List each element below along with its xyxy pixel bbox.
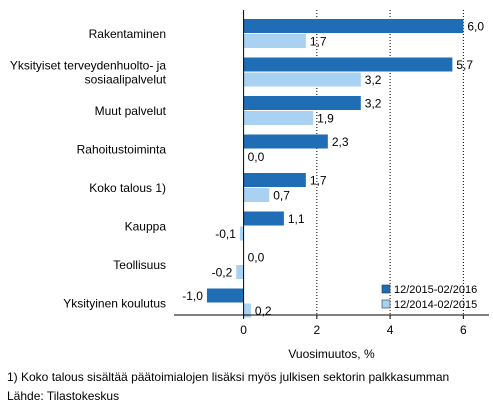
legend-label: 12/2014-02/2015	[394, 299, 477, 311]
bar-chart: 6,0 1,7 Rakentaminen 5,7 3,2 Yksityiset terve…	[10, 10, 489, 361]
legend-swatch	[381, 284, 391, 294]
data-label: 1,7	[310, 174, 327, 188]
category-label: Teollisuus	[113, 258, 166, 272]
category-label: Kauppa	[125, 220, 167, 234]
bar-current	[243, 96, 361, 110]
data-label: 1,1	[288, 212, 305, 226]
data-label: 0,2	[255, 304, 272, 318]
category-label: Koko talous 1)	[89, 181, 166, 195]
legend-label: 12/2015-02/2016	[394, 284, 477, 296]
bar-current	[243, 211, 284, 226]
bar-current	[243, 19, 464, 33]
bar-current	[243, 134, 328, 149]
bar-previous	[243, 72, 361, 87]
legend-swatch	[381, 299, 391, 309]
footnote: 1) Koko talous sisältää päätoimialojen l…	[7, 370, 450, 384]
category-label: Muut palvelut	[95, 104, 167, 118]
bar-current	[243, 173, 306, 187]
bar-previous	[243, 188, 270, 202]
bar-previous	[243, 303, 251, 318]
bar-current	[243, 57, 453, 72]
data-label: 0,0	[248, 150, 265, 164]
data-label: -0,2	[212, 266, 233, 280]
bar-previous	[243, 34, 306, 48]
x-tick-label: 0	[240, 323, 247, 337]
bar-current	[206, 288, 244, 303]
x-axis-label: Vuosimuutos, %	[288, 347, 375, 361]
category-label: sosiaalipalvelut	[85, 73, 167, 87]
data-label: -1,0	[182, 289, 203, 303]
source-note: Lähde: Tilastokeskus	[7, 389, 120, 403]
x-tick-label: 4	[387, 323, 394, 337]
data-label: -0,1	[215, 227, 236, 241]
data-label: 1,7	[310, 35, 327, 49]
category-label: Rakentaminen	[89, 27, 166, 41]
category-label: Yksityiset terveydenhuolto- ja	[10, 59, 166, 73]
data-label: 0,7	[273, 189, 290, 203]
data-label: 5,7	[456, 58, 473, 72]
data-label: 3,2	[365, 73, 382, 87]
x-tick-label: 6	[460, 323, 467, 337]
data-label: 0,0	[248, 251, 265, 265]
data-label: 6,0	[467, 20, 484, 34]
bar-previous	[243, 111, 314, 125]
category-label: Rahoitustoiminta	[77, 143, 167, 157]
data-label: 3,2	[365, 97, 382, 111]
bar-previous	[236, 265, 244, 279]
data-label: 1,9	[317, 112, 334, 126]
bar-previous	[239, 226, 244, 241]
data-label: 2,3	[332, 135, 349, 149]
x-tick-label: 2	[314, 323, 321, 337]
category-label: Yksityinen koulutus	[63, 297, 166, 311]
